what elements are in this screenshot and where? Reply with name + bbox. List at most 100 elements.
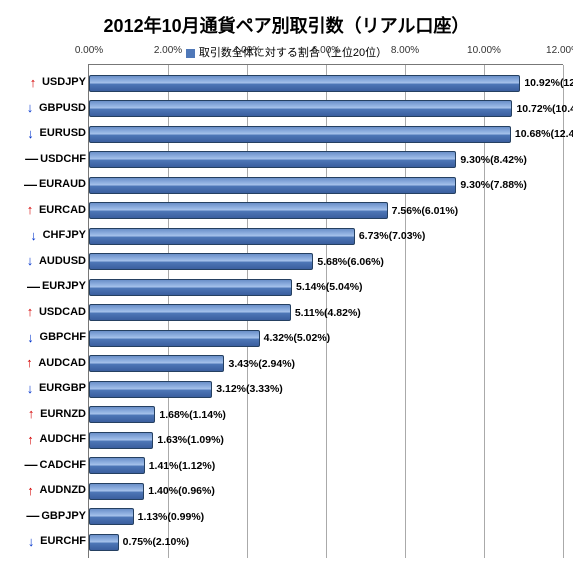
y-label-row: ↓EURCHF [8, 529, 86, 553]
pair-name: EURCHF [40, 535, 86, 547]
bar [89, 100, 512, 117]
bar-row: 1.13%(0.99%) [89, 505, 563, 529]
bar-value-label: 1.68%(1.14%) [159, 409, 226, 421]
bar [89, 75, 520, 92]
trend-flat-icon: ― [24, 177, 36, 192]
trend-up-icon: ↑ [25, 483, 37, 498]
y-label-row: ―USDCHF [8, 147, 86, 171]
bar-row: 4.32%(5.02%) [89, 326, 563, 350]
y-label-row: ↓EURUSD [8, 121, 86, 145]
chart-container: 2012年10月通貨ペア別取引数（リアル口座） 取引数全体に対する割合（上位20… [0, 0, 573, 583]
pair-name: EURCAD [39, 204, 86, 216]
bar-value-label: 9.30%(7.88%) [460, 179, 527, 191]
y-label-row: ↓AUDUSD [8, 249, 86, 273]
bar-value-label: 1.40%(0.96%) [148, 485, 215, 497]
bar-value-label: 5.68%(6.06%) [317, 256, 384, 268]
y-label-row: ↑AUDNZD [8, 478, 86, 502]
x-tick-label: 6.00% [312, 45, 340, 56]
bar [89, 483, 144, 500]
trend-down-icon: ↓ [25, 330, 37, 345]
bar-value-label: 4.32%(5.02%) [264, 332, 331, 344]
x-axis: 0.00%2.00%4.00%6.00%8.00%10.00%12.00% [89, 45, 563, 65]
trend-up-icon: ↑ [23, 355, 35, 370]
bar-value-label: 9.30%(8.42%) [460, 154, 527, 166]
bar-row: 3.43%(2.94%) [89, 352, 563, 376]
bar [89, 126, 511, 143]
pair-name: EURAUD [39, 178, 86, 190]
pair-name: GBPJPY [41, 510, 86, 522]
y-label-row: ↑USDJPY [8, 70, 86, 94]
y-label-row: ↓CHFJPY [8, 223, 86, 247]
pair-name: USDCAD [39, 306, 86, 318]
pair-name: GBPUSD [39, 102, 86, 114]
pair-name: AUDCHF [40, 433, 86, 445]
bar-row: 0.75%(2.10%) [89, 530, 563, 554]
trend-down-icon: ↓ [24, 100, 36, 115]
pair-name: AUDCAD [38, 357, 86, 369]
trend-up-icon: ↑ [25, 406, 37, 421]
x-tick-label: 12.00% [546, 45, 573, 56]
bar-value-label: 5.11%(4.82%) [295, 307, 361, 319]
bar [89, 304, 291, 321]
bar [89, 202, 388, 219]
bar-value-label: 10.68%(12.49%) [515, 128, 573, 140]
bar-row: 5.14%(5.04%) [89, 275, 563, 299]
y-label-row: ↓EURGBP [8, 376, 86, 400]
bar-value-label: 0.75%(2.10%) [123, 536, 190, 548]
bar-row: 6.73%(7.03%) [89, 224, 563, 248]
bar [89, 432, 153, 449]
trend-flat-icon: ― [26, 508, 38, 523]
bar-row: 10.92%(12.37%) [89, 71, 563, 95]
y-label-row: ↑EURCAD [8, 198, 86, 222]
trend-down-icon: ↓ [25, 126, 37, 141]
bar-row: 5.11%(4.82%) [89, 301, 563, 325]
trend-flat-icon: ― [25, 457, 37, 472]
trend-up-icon: ↑ [27, 75, 39, 90]
bar-value-label: 1.13%(0.99%) [138, 511, 205, 523]
bar [89, 253, 313, 270]
bar-row: 5.68%(6.06%) [89, 250, 563, 274]
trend-up-icon: ↑ [24, 304, 36, 319]
x-tick-label: 10.00% [467, 45, 501, 56]
bar-row: 9.30%(7.88%) [89, 173, 563, 197]
bar-value-label: 7.56%(6.01%) [392, 205, 459, 217]
bar-value-label: 3.43%(2.94%) [228, 358, 295, 370]
bar [89, 228, 355, 245]
bar-row: 3.12%(3.33%) [89, 377, 563, 401]
bar-value-label: 10.92%(12.37%) [524, 77, 573, 89]
trend-up-icon: ↑ [24, 202, 36, 217]
y-label-row: ―GBPJPY [8, 504, 86, 528]
bar-row: 9.30%(8.42%) [89, 148, 563, 172]
bar-row: 7.56%(6.01%) [89, 199, 563, 223]
pair-name: USDJPY [42, 76, 86, 88]
trend-flat-icon: ― [25, 151, 37, 166]
trend-flat-icon: ― [27, 279, 39, 294]
pair-name: USDCHF [40, 153, 86, 165]
x-tick-label: 0.00% [75, 45, 103, 56]
pair-name: AUDUSD [39, 255, 86, 267]
bar-value-label: 3.12%(3.33%) [216, 383, 283, 395]
bar-value-label: 1.63%(1.09%) [157, 434, 224, 446]
y-label-row: ―EURAUD [8, 172, 86, 196]
plot: ↑USDJPY↓GBPUSD↓EURUSD―USDCHF―EURAUD↑EURC… [10, 64, 563, 558]
x-tick-label: 4.00% [233, 45, 261, 56]
bar [89, 406, 155, 423]
bar [89, 381, 212, 398]
bar [89, 279, 292, 296]
x-tick-label: 2.00% [154, 45, 182, 56]
bar-value-label: 10.72%(10.46%) [516, 103, 573, 115]
pair-name: EURNZD [40, 408, 86, 420]
bar-row: 10.68%(12.49%) [89, 122, 563, 146]
bar [89, 355, 224, 372]
y-label-row: ↑EURNZD [8, 402, 86, 426]
y-label-row: ↑AUDCAD [8, 351, 86, 375]
bar [89, 330, 260, 347]
plot-area: 0.00%2.00%4.00%6.00%8.00%10.00%12.00% 10… [88, 64, 563, 558]
trend-down-icon: ↓ [28, 228, 40, 243]
trend-down-icon: ↓ [24, 253, 36, 268]
pair-name: CHFJPY [43, 229, 86, 241]
bar [89, 534, 119, 551]
y-label-row: ―EURJPY [8, 274, 86, 298]
y-axis: ↑USDJPY↓GBPUSD↓EURUSD―USDCHF―EURAUD↑EURC… [10, 64, 88, 558]
bar-value-label: 5.14%(5.04%) [296, 281, 363, 293]
